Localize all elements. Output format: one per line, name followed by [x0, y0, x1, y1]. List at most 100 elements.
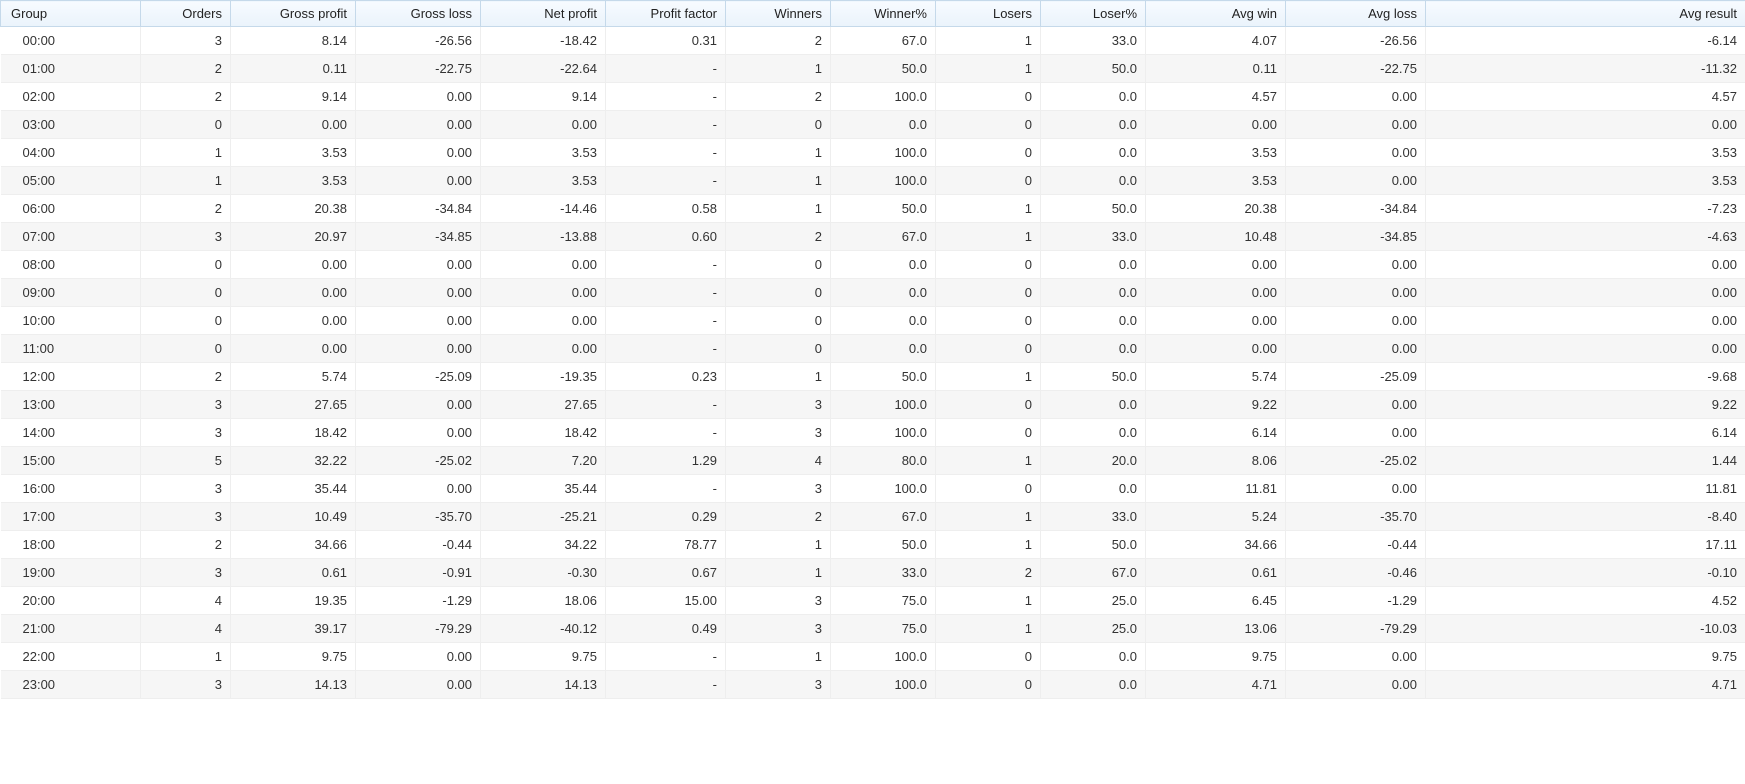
column-header-orders[interactable]: Orders [141, 1, 231, 27]
column-header-group[interactable]: Group [1, 1, 141, 27]
cell-net_profit: 14.13 [481, 671, 606, 699]
cell-orders: 3 [141, 671, 231, 699]
column-header-avg_result[interactable]: Avg result [1426, 1, 1745, 27]
table-row[interactable]: 08:0000.000.000.00-00.000.00.000.000.00 [1, 251, 1745, 279]
cell-gross_loss: 0.00 [356, 279, 481, 307]
cell-avg_loss: -1.29 [1286, 587, 1426, 615]
table-row[interactable]: 03:0000.000.000.00-00.000.00.000.000.00 [1, 111, 1745, 139]
table-row[interactable]: 21:00439.17-79.29-40.120.49375.0125.013.… [1, 615, 1745, 643]
cell-orders: 4 [141, 615, 231, 643]
table-row[interactable]: 19:0030.61-0.91-0.300.67133.0267.00.61-0… [1, 559, 1745, 587]
table-row[interactable]: 06:00220.38-34.84-14.460.58150.0150.020.… [1, 195, 1745, 223]
cell-orders: 1 [141, 643, 231, 671]
table-row[interactable]: 09:0000.000.000.00-00.000.00.000.000.00 [1, 279, 1745, 307]
cell-orders: 3 [141, 419, 231, 447]
cell-avg_win: 4.07 [1146, 27, 1286, 55]
cell-winners: 1 [726, 195, 831, 223]
table-row[interactable]: 23:00314.130.0014.13-3100.000.04.710.004… [1, 671, 1745, 699]
cell-winner_pct: 100.0 [831, 83, 936, 111]
column-header-gross_loss[interactable]: Gross loss [356, 1, 481, 27]
table-row[interactable]: 14:00318.420.0018.42-3100.000.06.140.006… [1, 419, 1745, 447]
cell-avg_win: 3.53 [1146, 167, 1286, 195]
cell-net_profit: -40.12 [481, 615, 606, 643]
cell-winner_pct: 100.0 [831, 167, 936, 195]
cell-avg_win: 0.11 [1146, 55, 1286, 83]
cell-avg_result: 4.52 [1426, 587, 1745, 615]
cell-winner_pct: 100.0 [831, 139, 936, 167]
cell-net_profit: 0.00 [481, 307, 606, 335]
table-row[interactable]: 13:00327.650.0027.65-3100.000.09.220.009… [1, 391, 1745, 419]
cell-avg_win: 0.61 [1146, 559, 1286, 587]
table-row[interactable]: 05:0013.530.003.53-1100.000.03.530.003.5… [1, 167, 1745, 195]
cell-winner_pct: 0.0 [831, 251, 936, 279]
cell-group: 05:00 [1, 167, 141, 195]
cell-loser_pct: 0.0 [1041, 139, 1146, 167]
column-header-losers[interactable]: Losers [936, 1, 1041, 27]
column-header-loser_pct[interactable]: Loser% [1041, 1, 1146, 27]
cell-net_profit: 3.53 [481, 139, 606, 167]
cell-orders: 4 [141, 587, 231, 615]
table-row[interactable]: 07:00320.97-34.85-13.880.60267.0133.010.… [1, 223, 1745, 251]
table-row[interactable]: 02:0029.140.009.14-2100.000.04.570.004.5… [1, 83, 1745, 111]
cell-avg_result: -4.63 [1426, 223, 1745, 251]
cell-profit_factor: 0.23 [606, 363, 726, 391]
column-header-winners[interactable]: Winners [726, 1, 831, 27]
cell-winner_pct: 0.0 [831, 279, 936, 307]
cell-avg_loss: 0.00 [1286, 475, 1426, 503]
cell-loser_pct: 20.0 [1041, 447, 1146, 475]
cell-profit_factor: - [606, 251, 726, 279]
table-row[interactable]: 20:00419.35-1.2918.0615.00375.0125.06.45… [1, 587, 1745, 615]
stats-table: GroupOrdersGross profitGross lossNet pro… [0, 0, 1745, 699]
cell-losers: 1 [936, 195, 1041, 223]
column-header-avg_win[interactable]: Avg win [1146, 1, 1286, 27]
cell-losers: 1 [936, 447, 1041, 475]
cell-loser_pct: 0.0 [1041, 391, 1146, 419]
column-header-avg_loss[interactable]: Avg loss [1286, 1, 1426, 27]
cell-group: 06:00 [1, 195, 141, 223]
cell-losers: 1 [936, 615, 1041, 643]
column-header-profit_factor[interactable]: Profit factor [606, 1, 726, 27]
table-row[interactable]: 16:00335.440.0035.44-3100.000.011.810.00… [1, 475, 1745, 503]
cell-avg_win: 0.00 [1146, 279, 1286, 307]
table-row[interactable]: 10:0000.000.000.00-00.000.00.000.000.00 [1, 307, 1745, 335]
table-row[interactable]: 00:0038.14-26.56-18.420.31267.0133.04.07… [1, 27, 1745, 55]
table-row[interactable]: 18:00234.66-0.4434.2278.77150.0150.034.6… [1, 531, 1745, 559]
cell-net_profit: -0.30 [481, 559, 606, 587]
table-row[interactable]: 17:00310.49-35.70-25.210.29267.0133.05.2… [1, 503, 1745, 531]
cell-loser_pct: 50.0 [1041, 363, 1146, 391]
table-row[interactable]: 22:0019.750.009.75-1100.000.09.750.009.7… [1, 643, 1745, 671]
cell-group: 08:00 [1, 251, 141, 279]
table-row[interactable]: 11:0000.000.000.00-00.000.00.000.000.00 [1, 335, 1745, 363]
table-row[interactable]: 15:00532.22-25.027.201.29480.0120.08.06-… [1, 447, 1745, 475]
cell-avg_loss: 0.00 [1286, 279, 1426, 307]
table-row[interactable]: 04:0013.530.003.53-1100.000.03.530.003.5… [1, 139, 1745, 167]
table-row[interactable]: 12:0025.74-25.09-19.350.23150.0150.05.74… [1, 363, 1745, 391]
cell-winner_pct: 100.0 [831, 391, 936, 419]
column-header-net_profit[interactable]: Net profit [481, 1, 606, 27]
cell-orders: 0 [141, 307, 231, 335]
table-header: GroupOrdersGross profitGross lossNet pro… [1, 1, 1745, 27]
cell-profit_factor: - [606, 111, 726, 139]
cell-losers: 0 [936, 335, 1041, 363]
cell-avg_win: 8.06 [1146, 447, 1286, 475]
cell-gross_profit: 20.97 [231, 223, 356, 251]
cell-avg_win: 6.45 [1146, 587, 1286, 615]
column-header-gross_profit[interactable]: Gross profit [231, 1, 356, 27]
column-header-winner_pct[interactable]: Winner% [831, 1, 936, 27]
cell-loser_pct: 0.0 [1041, 167, 1146, 195]
cell-losers: 0 [936, 419, 1041, 447]
cell-avg_loss: -0.46 [1286, 559, 1426, 587]
cell-losers: 1 [936, 587, 1041, 615]
cell-orders: 0 [141, 111, 231, 139]
cell-group: 07:00 [1, 223, 141, 251]
cell-avg_result: 0.00 [1426, 335, 1745, 363]
cell-net_profit: 0.00 [481, 111, 606, 139]
cell-gross_profit: 39.17 [231, 615, 356, 643]
cell-gross_profit: 0.00 [231, 307, 356, 335]
cell-profit_factor: - [606, 419, 726, 447]
cell-gross_loss: -34.85 [356, 223, 481, 251]
table-row[interactable]: 01:0020.11-22.75-22.64-150.0150.00.11-22… [1, 55, 1745, 83]
cell-winners: 3 [726, 615, 831, 643]
cell-avg_win: 9.22 [1146, 391, 1286, 419]
cell-gross_loss: -26.56 [356, 27, 481, 55]
